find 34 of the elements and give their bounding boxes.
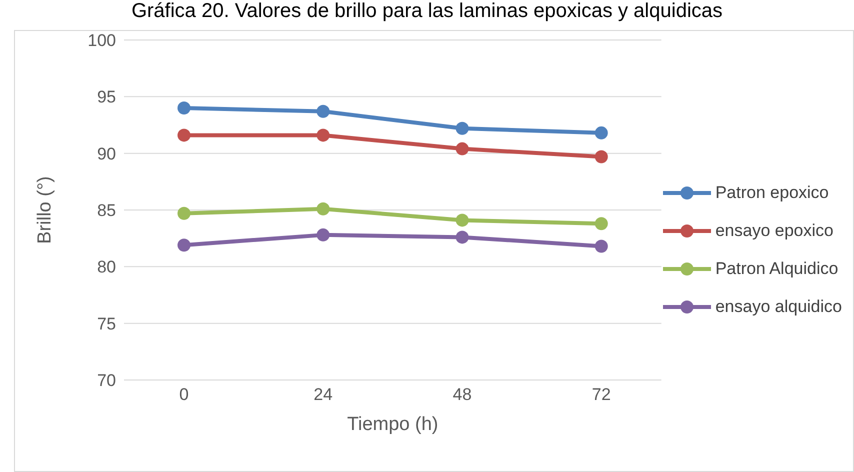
y-tick-label: 100 (88, 31, 116, 50)
point (316, 104, 330, 118)
point (178, 128, 190, 142)
point (456, 142, 469, 156)
y-tick-label: 90 (97, 144, 116, 164)
legend-label: ensayo alquidico (715, 297, 842, 317)
y-tick-label: 70 (97, 371, 116, 390)
y-tick-label: 95 (97, 88, 116, 107)
legend-label: ensayo epoxico (715, 221, 834, 241)
x-tick-label: 0 (179, 385, 189, 404)
chart-title: Gráfica 20. Valores de brillo para las laminas epoxicas y alquidicas (130, 0, 724, 23)
x-tick-label: 72 (592, 385, 611, 404)
y-tick-label: 80 (97, 258, 116, 277)
point (316, 128, 330, 142)
y-axis-title: Brillo (°) (34, 176, 56, 244)
point (594, 126, 608, 140)
point (456, 122, 469, 135)
x-tick-label: 48 (452, 385, 472, 404)
point (178, 238, 190, 252)
point (456, 214, 469, 227)
point (316, 228, 330, 242)
y-tick-label: 85 (97, 201, 116, 220)
x-axis-title: Tiempo (h) (347, 414, 438, 435)
point (178, 206, 190, 220)
point (594, 240, 608, 253)
point (594, 150, 608, 164)
x-tick-label: 24 (314, 385, 333, 404)
point (178, 102, 190, 114)
point (594, 217, 608, 230)
point (456, 230, 469, 244)
point (316, 202, 330, 216)
y-tick-label: 75 (97, 314, 116, 334)
legend-label: Patron epoxico (715, 183, 829, 203)
legend-label: Patron Alquidico (715, 259, 838, 279)
